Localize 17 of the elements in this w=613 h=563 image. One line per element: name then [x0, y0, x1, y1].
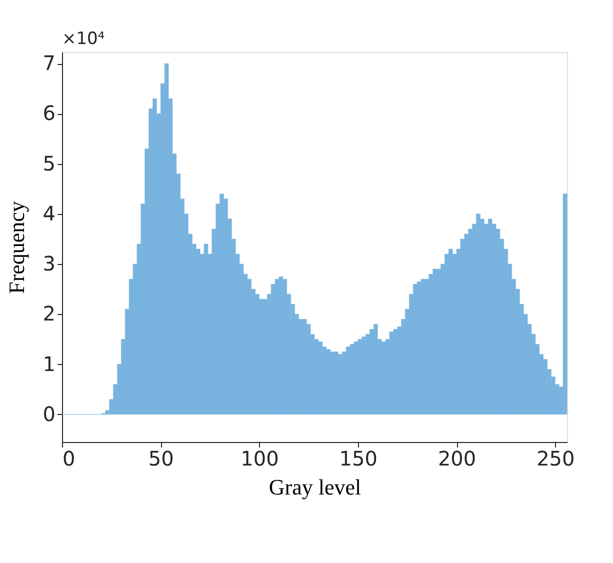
y-tick-label: 7: [42, 51, 56, 76]
x-tick-label: 50: [148, 446, 174, 470]
text: ×10⁴: [62, 29, 105, 49]
y-tick-label: 6: [42, 101, 56, 126]
y-axis-title: Frequency: [4, 201, 29, 294]
x-tick-label: 0: [62, 446, 76, 470]
y-tick-label: 2: [42, 302, 56, 326]
y-tick-label: 0: [42, 402, 56, 426]
x-tick-label: 200: [438, 446, 476, 470]
y-tick-label: 4: [42, 201, 56, 226]
y-tick-label: 3: [42, 252, 56, 276]
x-tick-label: 150: [339, 446, 378, 470]
y-tick-label: 5: [42, 151, 56, 176]
x-tick-label: 250: [536, 446, 575, 470]
y-tick-label: 1: [42, 352, 56, 376]
x-tick-label: 100: [240, 446, 279, 470]
x-axis-title: Gray level: [268, 474, 362, 500]
